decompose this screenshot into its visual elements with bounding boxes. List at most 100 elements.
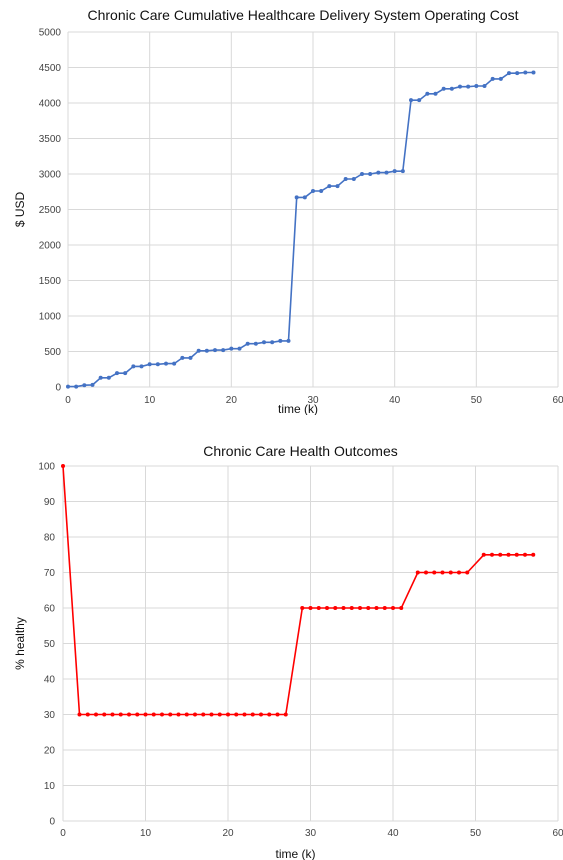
cost-data-point — [311, 189, 315, 194]
health-data-point — [250, 712, 255, 717]
health-data-point — [94, 712, 98, 717]
health-data-point — [382, 606, 387, 610]
cost-data-point — [458, 84, 462, 89]
health-data-point — [391, 606, 395, 610]
cost-data-point — [188, 355, 193, 360]
health-data-point — [424, 570, 428, 575]
health-tick-labels: 0 10 20 30 40 50 60 70 80 90 100 0 10 20 30 40 50 60 — [38, 462, 563, 840]
health-data-point — [374, 606, 379, 610]
cost-data-point — [164, 361, 168, 366]
cost-data-point — [180, 355, 185, 360]
health-y-tick-label: 100 — [38, 462, 55, 473]
health-data-point — [506, 552, 511, 557]
health-x-tick-label: 50 — [470, 828, 482, 839]
cost-data-point — [343, 176, 348, 181]
health-data-point — [358, 606, 362, 610]
cost-data-point — [360, 172, 364, 176]
health-data-point — [490, 552, 494, 557]
health-data-point — [259, 712, 263, 717]
health-y-tick-label: 50 — [44, 639, 56, 650]
cost-y-tick-label: 2500 — [39, 205, 62, 216]
health-y-tick-label: 40 — [44, 675, 56, 686]
cost-data-point — [327, 184, 332, 189]
health-data-point — [432, 570, 437, 575]
cost-data-point — [147, 362, 152, 367]
cost-data-point — [196, 348, 201, 353]
health-data-point — [349, 606, 354, 610]
cost-x-tick-label: 60 — [552, 395, 563, 406]
cost-data-point — [90, 382, 95, 387]
health-x-tick-label: 20 — [222, 828, 234, 839]
cost-chart-svg: 0500100015002000250030003500400045005000… — [13, 7, 563, 415]
health-data-point — [316, 606, 321, 610]
cost-data-point — [139, 364, 144, 369]
cost-x-axis-label: time (k) — [278, 402, 318, 415]
cost-data-point — [523, 70, 528, 75]
cost-data-point — [498, 76, 503, 81]
cost-data-point — [294, 195, 299, 200]
cost-data-point — [237, 346, 242, 351]
health-chart-svg: 0 10 20 30 40 50 60 70 80 90 100 0 10 20 30 40 50 60 Chro… — [13, 443, 563, 860]
health-data-point — [498, 552, 503, 557]
health-y-tick-label: 60 — [44, 604, 56, 615]
cost-data-point — [490, 76, 495, 81]
cost-data-point — [270, 340, 275, 345]
health-data-point — [193, 712, 197, 717]
cost-data-point — [392, 169, 397, 174]
cost-y-tick-label: 0 — [55, 383, 61, 394]
cost-data-point — [253, 341, 258, 346]
cost-y-tick-label: 5000 — [39, 28, 62, 39]
health-data-point — [457, 570, 461, 575]
cost-x-tick-label: 0 — [65, 395, 71, 406]
cost-data-point — [245, 341, 250, 346]
health-x-tick-label: 10 — [140, 828, 152, 839]
cost-x-tick-label: 20 — [226, 395, 238, 406]
health-chart: 0 10 20 30 40 50 60 70 80 90 100 0 10 20 30 40 50 60 Chro… — [0, 438, 563, 860]
cost-x-tick-label: 40 — [389, 395, 401, 406]
health-data-point — [184, 712, 189, 717]
cost-data-point — [507, 71, 511, 76]
cost-y-tick-label: 3000 — [39, 170, 62, 181]
health-y-tick-label: 90 — [44, 497, 56, 508]
health-series-points — [61, 464, 536, 717]
cost-data-point — [449, 86, 454, 91]
health-data-point — [465, 570, 470, 575]
cost-data-point — [409, 98, 413, 103]
health-data-point — [308, 606, 313, 610]
cost-data-point — [466, 84, 471, 89]
health-data-point — [118, 712, 123, 717]
health-x-tick-label: 0 — [60, 828, 66, 839]
health-x-tick-label: 60 — [552, 828, 563, 839]
cost-data-point — [376, 170, 381, 175]
health-data-point — [242, 712, 247, 717]
health-data-point — [151, 712, 156, 717]
health-data-point — [160, 712, 164, 717]
cost-x-tick-label: 10 — [144, 395, 156, 406]
health-data-point — [143, 712, 148, 717]
cost-data-point — [74, 384, 79, 389]
health-data-point — [77, 712, 82, 717]
cost-data-point — [172, 361, 177, 366]
health-data-point — [366, 606, 371, 610]
cost-y-tick-label: 1500 — [39, 276, 62, 287]
cost-data-point — [368, 172, 373, 176]
cost-chart: 0 500 1000 1500 2000 2500 3000 3500 4000 4500 5000… — [0, 0, 563, 415]
cost-data-point — [82, 383, 87, 388]
health-data-point — [283, 712, 288, 717]
health-data-point — [481, 552, 486, 557]
cost-data-point — [384, 170, 389, 175]
health-x-axis-label: time (k) — [276, 847, 316, 860]
cost-data-point — [115, 371, 119, 376]
cost-data-point — [204, 348, 209, 353]
cost-data-point — [229, 346, 234, 351]
health-x-tick-label: 30 — [305, 828, 317, 839]
health-series-line — [62, 465, 534, 716]
health-data-point — [341, 606, 346, 610]
health-data-point — [399, 606, 404, 610]
health-data-point — [300, 606, 305, 610]
cost-tick-labels: 0500100015002000250030003500400045005000… — [39, 28, 563, 407]
cost-y-tick-label: 4500 — [39, 63, 62, 74]
health-data-point — [176, 712, 181, 717]
cost-data-point — [302, 195, 307, 200]
health-gridlines — [62, 465, 559, 822]
